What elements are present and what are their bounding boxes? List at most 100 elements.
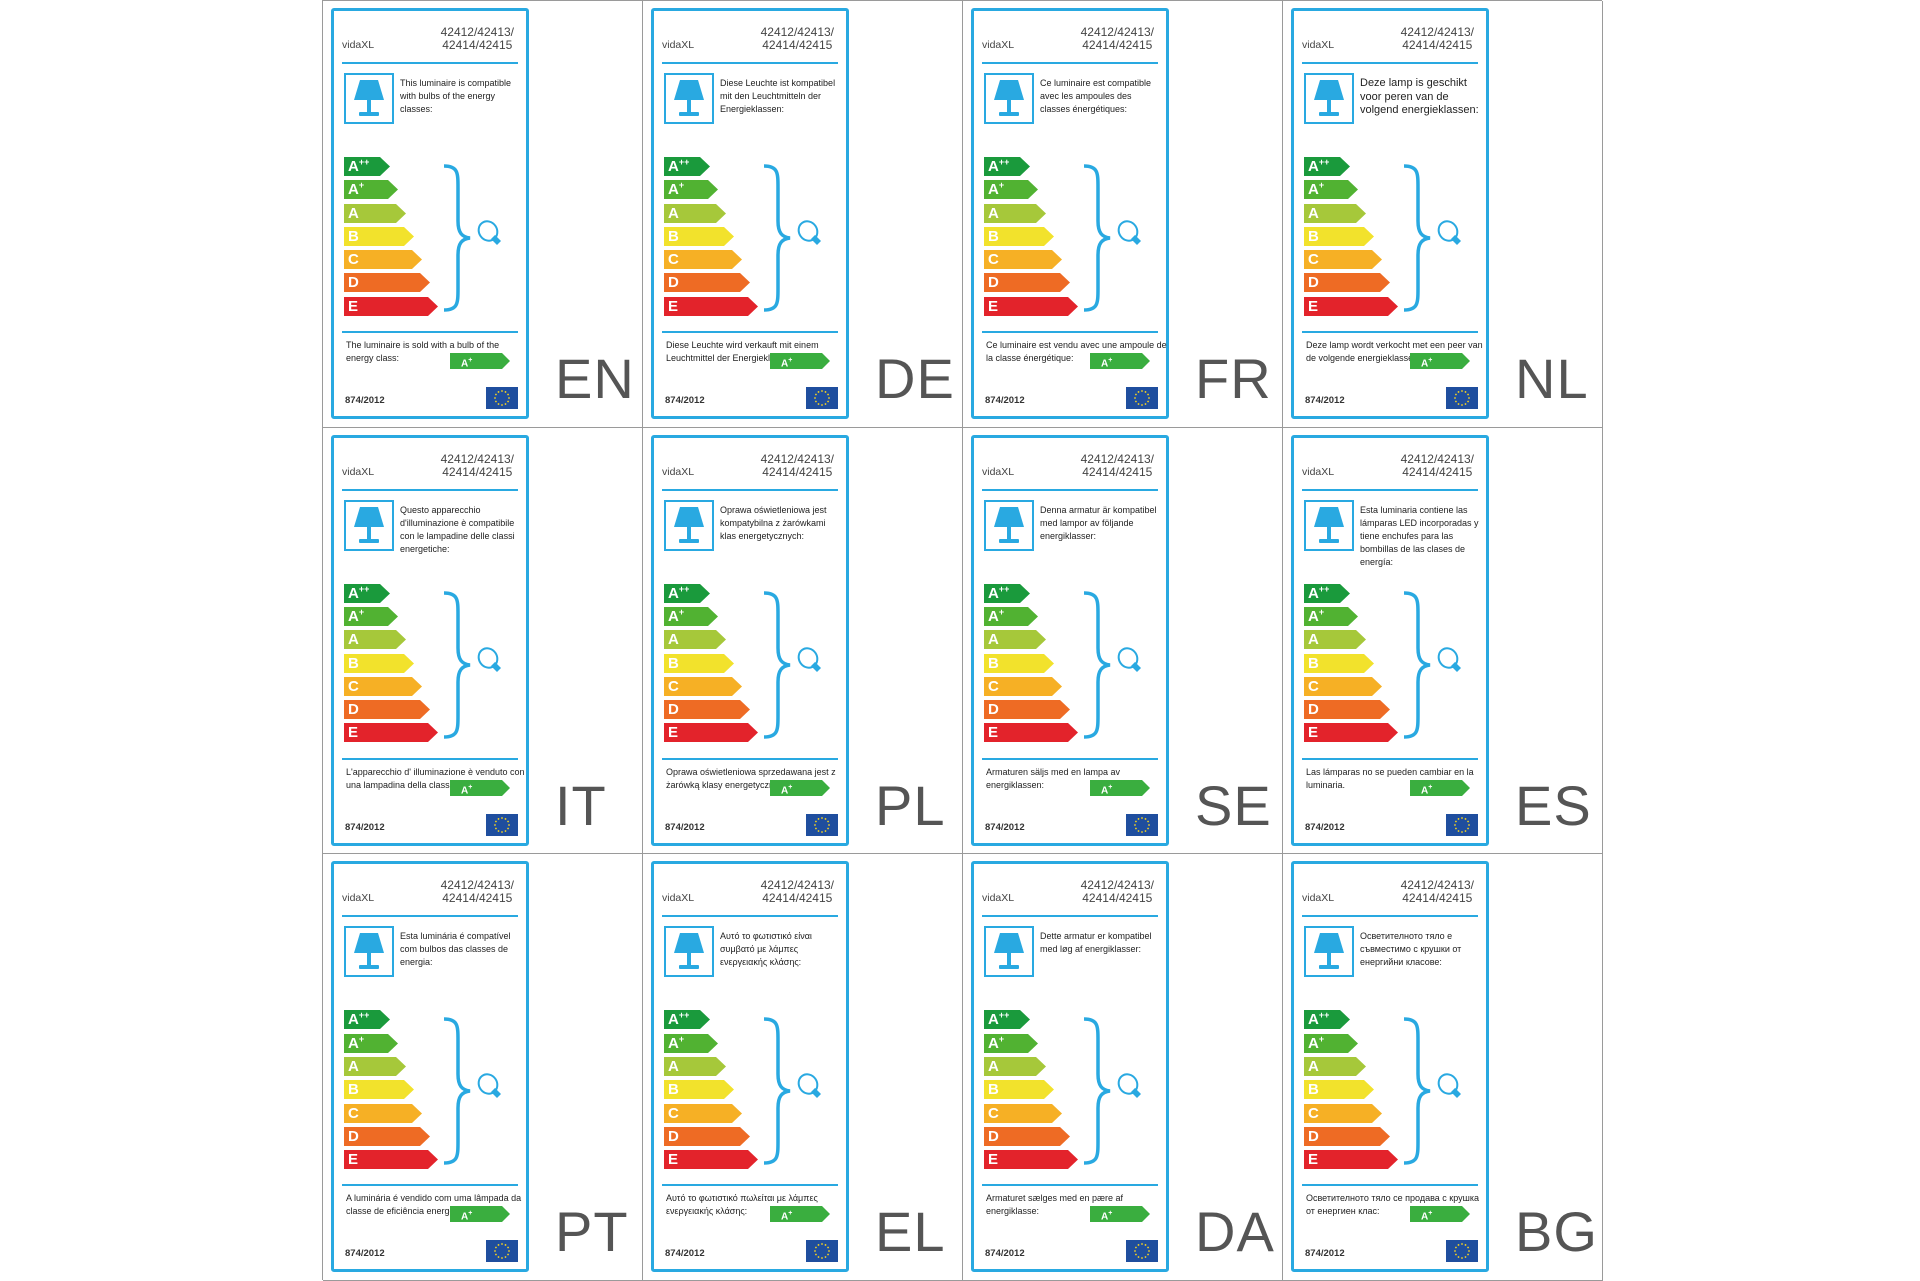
divider-bottom bbox=[1302, 331, 1478, 333]
arrow-shape bbox=[984, 250, 1062, 270]
sold-class-letter: A bbox=[781, 784, 789, 796]
sold-class-badge: A+ bbox=[450, 779, 510, 796]
table-lamp-icon bbox=[674, 80, 704, 116]
energy-class-letter: D bbox=[668, 1127, 679, 1145]
brace-with-bulb bbox=[1403, 164, 1461, 312]
regulation-number: 874/2012 bbox=[665, 395, 705, 406]
regulation-number: 874/2012 bbox=[345, 395, 385, 406]
energy-class-letter: A bbox=[988, 158, 999, 175]
energy-class-arrow: A+ bbox=[984, 606, 1038, 626]
arrow-shape bbox=[344, 1033, 398, 1053]
arrow-shape bbox=[344, 1150, 438, 1170]
sold-class-arrow bbox=[1090, 779, 1150, 796]
language-code: BG bbox=[1515, 1200, 1598, 1264]
energy-class-arrow: D bbox=[344, 273, 430, 293]
model-line-1: 42412/42413/ bbox=[760, 451, 834, 466]
sold-class-badge: A+ bbox=[770, 779, 830, 796]
table-lamp-icon bbox=[674, 933, 704, 970]
compatibility-text: This luminaire is compatible with bulbs … bbox=[400, 78, 512, 114]
energy-scale: A++ A+ A B C D E bbox=[664, 157, 758, 320]
energy-class-letter: E bbox=[668, 1151, 679, 1169]
regulation-number: 874/2012 bbox=[1305, 395, 1345, 406]
energy-class-arrow: A bbox=[664, 630, 726, 650]
light-bulb-icon bbox=[797, 646, 821, 672]
arrow-shape bbox=[1304, 1150, 1398, 1170]
energy-class-arrow: E bbox=[344, 1150, 438, 1170]
energy-label-grid: vidaXL 42412/42413/ 42414/42415 This lum… bbox=[322, 0, 1603, 1281]
energy-class-letter: B bbox=[1308, 227, 1319, 245]
model-number: 42412/42413/ 42414/42415 bbox=[1081, 879, 1154, 905]
arrow-shape bbox=[344, 606, 398, 626]
arrow-shape bbox=[1304, 1033, 1358, 1053]
arrow-shape bbox=[1304, 676, 1382, 696]
divider-bottom bbox=[1302, 757, 1478, 760]
model-line-1: 42412/42413/ bbox=[1080, 878, 1154, 893]
energy-class-letter: A bbox=[348, 204, 359, 222]
energy-class-arrow: A+ bbox=[664, 606, 718, 626]
energy-class-letter: A bbox=[988, 1011, 999, 1029]
eu-flag-icon bbox=[1446, 1240, 1478, 1263]
lamp-box bbox=[344, 499, 394, 551]
arrow-shape bbox=[344, 583, 390, 603]
energy-class-arrow: A++ bbox=[664, 1010, 710, 1030]
compatibility-text: Αυτό το φωτιστικό είναι συμβατό με λάμπε… bbox=[720, 931, 812, 968]
arrow-shape bbox=[984, 226, 1054, 246]
energy-class-letter: A bbox=[988, 181, 999, 199]
sold-class-badge: A+ bbox=[770, 1206, 830, 1223]
arrow-shape bbox=[984, 1010, 1030, 1030]
energy-class-letter: E bbox=[988, 724, 999, 742]
energy-class-arrow: C bbox=[664, 250, 742, 270]
sold-class-arrow bbox=[1090, 353, 1150, 369]
arrow-shape bbox=[344, 630, 406, 650]
light-bulb-icon bbox=[1117, 220, 1141, 245]
arrow-shape bbox=[984, 583, 1030, 603]
arrow-shape bbox=[664, 1033, 718, 1053]
arrow-shape bbox=[984, 296, 1078, 316]
arrow-shape bbox=[984, 273, 1070, 293]
arrow-shape bbox=[984, 1126, 1070, 1146]
label-cell-es: vidaXL 42412/42413/ 42414/42415 Esta lum… bbox=[1283, 427, 1603, 855]
energy-class-arrow: C bbox=[344, 250, 422, 270]
energy-class-letter: A bbox=[668, 204, 679, 222]
arrow-shape bbox=[344, 653, 414, 673]
brace-with-bulb bbox=[443, 1017, 501, 1166]
energy-class-letter: C bbox=[988, 677, 999, 695]
eu-flag-icon bbox=[1126, 1240, 1158, 1263]
compatibility-text: Ce luminaire est compatible avec les amp… bbox=[1040, 78, 1152, 114]
sold-class-sup: + bbox=[1428, 1210, 1433, 1218]
model-line-1: 42412/42413/ bbox=[1400, 451, 1474, 466]
divider-bottom bbox=[662, 1184, 838, 1187]
regulation-number: 874/2012 bbox=[345, 821, 385, 833]
model-line-2: 42414/42415 bbox=[1082, 464, 1153, 479]
energy-class-letter: B bbox=[1308, 1081, 1319, 1099]
sold-class-badge: A+ bbox=[1090, 1206, 1150, 1223]
regulation-number: 874/2012 bbox=[345, 1248, 385, 1260]
energy-class-letter: D bbox=[988, 274, 999, 292]
sold-class-letter: A bbox=[461, 358, 469, 370]
sold-class-badge: A+ bbox=[1090, 779, 1150, 796]
sold-class-arrow bbox=[450, 779, 510, 796]
energy-class-arrow: A+ bbox=[664, 1033, 718, 1053]
table-lamp-icon bbox=[994, 933, 1024, 970]
energy-class-letter: C bbox=[348, 677, 359, 695]
model-number: 42412/42413/ 42414/42415 bbox=[441, 26, 514, 52]
energy-class-sup: ++ bbox=[678, 157, 690, 167]
label-cell-pl: vidaXL 42412/42413/ 42414/42415 Oprawa o… bbox=[643, 427, 963, 855]
arrow-shape bbox=[344, 723, 438, 743]
light-bulb-icon bbox=[477, 646, 501, 672]
brand-name: vidaXL bbox=[982, 892, 1015, 905]
energy-class-arrow: A+ bbox=[1304, 1033, 1358, 1053]
energy-class-sup: ++ bbox=[1318, 1010, 1330, 1021]
energy-class-letter: B bbox=[668, 227, 679, 245]
arrow-shape bbox=[344, 226, 414, 246]
model-number: 42412/42413/ 42414/42415 bbox=[1081, 26, 1154, 52]
energy-class-arrow: A+ bbox=[984, 1033, 1038, 1053]
energy-label: vidaXL 42412/42413/ 42414/42415 Oprawa o… bbox=[651, 434, 849, 846]
sold-class-sup: + bbox=[788, 357, 793, 364]
sold-class-arrow bbox=[1410, 779, 1470, 796]
language-code: SE bbox=[1195, 773, 1272, 837]
language-code: EL bbox=[875, 1200, 946, 1264]
energy-class-letter: E bbox=[348, 297, 359, 315]
energy-class-arrow: B bbox=[1304, 653, 1374, 673]
light-bulb-icon bbox=[1437, 220, 1461, 245]
